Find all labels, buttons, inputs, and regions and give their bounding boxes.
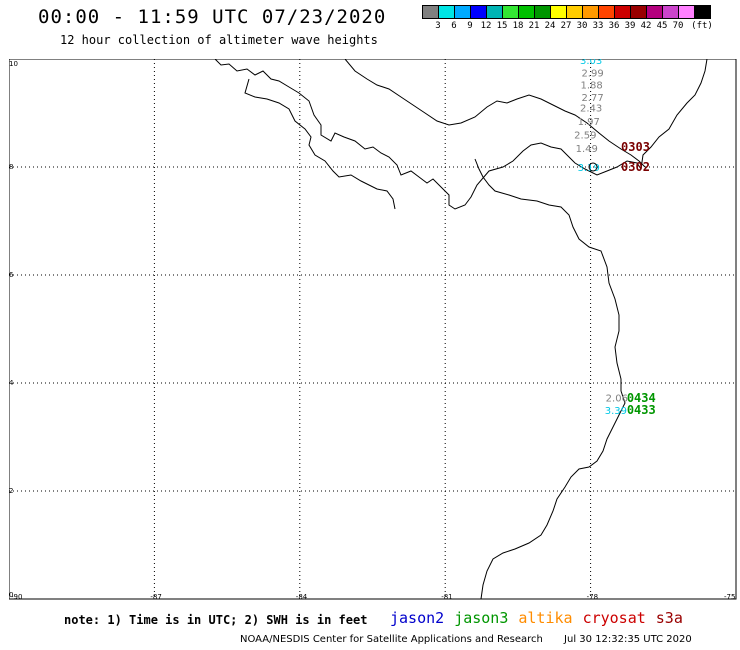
swh-value: 3.39 bbox=[605, 406, 627, 417]
colorbar-label: 42 bbox=[640, 21, 652, 31]
y-tick-label: 4 bbox=[9, 379, 14, 387]
swh-value: 1.97 bbox=[578, 117, 600, 128]
colorbar-swatch bbox=[566, 5, 583, 19]
colorbar-label: 15 bbox=[496, 21, 508, 31]
colorbar-swatch bbox=[422, 5, 439, 19]
colorbar-swatch bbox=[646, 5, 663, 19]
x-tick-label: -81 bbox=[441, 593, 452, 600]
colorbar-label: 33 bbox=[592, 21, 604, 31]
satellite-legend: jason2 jason3 altika cryosat s3a bbox=[390, 609, 693, 627]
colorbar-label: 3 bbox=[435, 21, 441, 31]
colorbar-swatch bbox=[454, 5, 471, 19]
colorbar-swatch bbox=[470, 5, 487, 19]
swh-value: 2.77 bbox=[581, 93, 603, 104]
colorbar-swatch bbox=[518, 5, 535, 19]
colorbar-label: 70 bbox=[672, 21, 684, 31]
x-tick-label: -78 bbox=[587, 593, 598, 600]
coastline bbox=[214, 59, 708, 600]
colorbar-label: 21 bbox=[528, 21, 540, 31]
colorbar-label: 18 bbox=[512, 21, 524, 31]
map-subtitle: 12 hour collection of altimeter wave hei… bbox=[60, 33, 378, 47]
credit-text: NOAA/NESDIS Center for Satellite Applica… bbox=[240, 634, 543, 645]
legend-jason2: jason2 bbox=[390, 609, 445, 627]
credit-line: NOAA/NESDIS Center for Satellite Applica… bbox=[240, 634, 692, 645]
swh-value: 2.99 bbox=[581, 69, 603, 80]
legend-cryosat: cryosat bbox=[582, 609, 646, 627]
wave-height-map[interactable]: -90 -87 -84 -81 -78 -75 0 2 4 6 8 10 3.03 2.991.88 2.… bbox=[9, 59, 737, 600]
y-tick-label: 0 bbox=[9, 591, 13, 599]
colorbar-swatch bbox=[630, 5, 647, 19]
pass-time-label: 0434 bbox=[627, 391, 656, 405]
colorbar bbox=[422, 5, 711, 19]
colorbar-label: 45 bbox=[656, 21, 668, 31]
credit-timestamp: Jul 30 12:32:35 UTC 2020 bbox=[564, 634, 692, 645]
colorbar-label: 30 bbox=[576, 21, 588, 31]
colorbar-label: 24 bbox=[544, 21, 556, 31]
y-tick-label: 10 bbox=[9, 60, 18, 68]
colorbar-swatch bbox=[678, 5, 695, 19]
footnote: note: 1) Time is in UTC; 2) SWH is in fe… bbox=[64, 613, 368, 627]
map-title: 00:00 - 11:59 UTC 07/23/2020 bbox=[38, 6, 387, 28]
colorbar-label: 6 bbox=[451, 21, 457, 31]
swh-value: 2.06 bbox=[606, 394, 628, 405]
colorbar-label: 12 bbox=[480, 21, 492, 31]
swh-value: 1.88 bbox=[580, 80, 602, 91]
map-frame bbox=[9, 59, 737, 600]
legend-altika: altika bbox=[518, 609, 573, 627]
swh-value: 1.49 bbox=[576, 144, 598, 155]
altimeter-tracks: 3.03 2.991.88 2.772.43 1.97 2.59 1.49 3.19 0303… bbox=[574, 59, 656, 417]
colorbar-swatch bbox=[694, 5, 711, 19]
y-tick-label: 6 bbox=[9, 271, 14, 279]
colorbar-swatch bbox=[550, 5, 567, 19]
legend-jason3: jason3 bbox=[454, 609, 509, 627]
swh-value: 2.59 bbox=[574, 131, 596, 142]
colorbar-label: 39 bbox=[624, 21, 636, 31]
y-tick-label: 2 bbox=[9, 487, 13, 495]
x-tick-label: -75 bbox=[724, 593, 735, 600]
pass-start-marker bbox=[588, 162, 598, 172]
colorbar-label: 9 bbox=[467, 21, 473, 31]
y-tick-label: 8 bbox=[9, 163, 13, 171]
swh-value: 3.19 bbox=[578, 163, 600, 174]
colorbar-swatch bbox=[534, 5, 551, 19]
pass-time-label: 0433 bbox=[627, 403, 656, 417]
colorbar-swatch bbox=[598, 5, 615, 19]
legend-s3a: s3a bbox=[655, 609, 683, 627]
colorbar-swatch bbox=[438, 5, 455, 19]
colorbar-swatch bbox=[502, 5, 519, 19]
swh-value: 3.03 bbox=[580, 59, 602, 67]
pass-time-label: 0303 bbox=[621, 140, 650, 154]
colorbar-swatch bbox=[614, 5, 631, 19]
colorbar-swatch bbox=[582, 5, 599, 19]
swh-value: 2.43 bbox=[580, 104, 602, 115]
colorbar-label: 36 bbox=[608, 21, 620, 31]
x-tick-label: -90 bbox=[11, 593, 22, 600]
colorbar-swatch bbox=[662, 5, 679, 19]
colorbar-label: 27 bbox=[560, 21, 572, 31]
pass-time-label: 0302 bbox=[621, 160, 650, 174]
x-tick-label: -87 bbox=[150, 593, 161, 600]
x-tick-label: -84 bbox=[296, 593, 308, 600]
axis-tick-labels: -90 -87 -84 -81 -78 -75 0 2 4 6 8 10 bbox=[9, 60, 735, 600]
colorbar-label: (ft) bbox=[691, 21, 713, 31]
colorbar-swatch bbox=[486, 5, 503, 19]
